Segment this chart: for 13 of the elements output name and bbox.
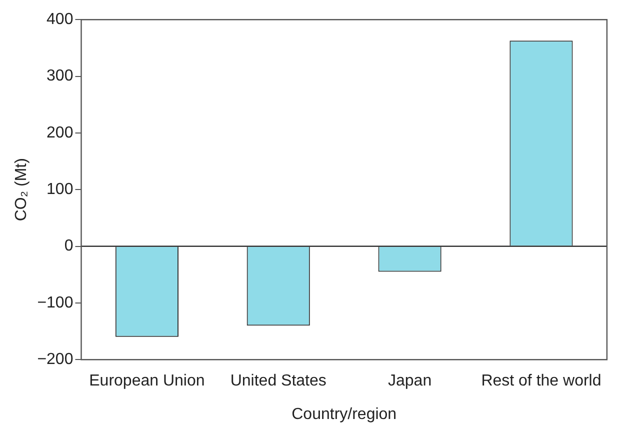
x-axis-title: Country/region (292, 406, 397, 423)
y-tick-label: −100 (37, 294, 74, 312)
x-tick-label: Japan (388, 372, 432, 390)
y-axis-title: CO₂ (Mt) (13, 158, 30, 222)
y-tick-label: 200 (46, 124, 74, 142)
y-tick-label: 400 (46, 11, 74, 28)
y-tick-label: 100 (46, 181, 74, 198)
y-tick-label: 300 (46, 68, 74, 85)
y-tick-label: −200 (37, 351, 74, 368)
x-tick-label: European Union (89, 372, 205, 390)
x-tick-label: Rest of the world (481, 372, 602, 390)
x-tick-label: United States (230, 372, 326, 390)
y-tick-label: 0 (64, 238, 74, 255)
